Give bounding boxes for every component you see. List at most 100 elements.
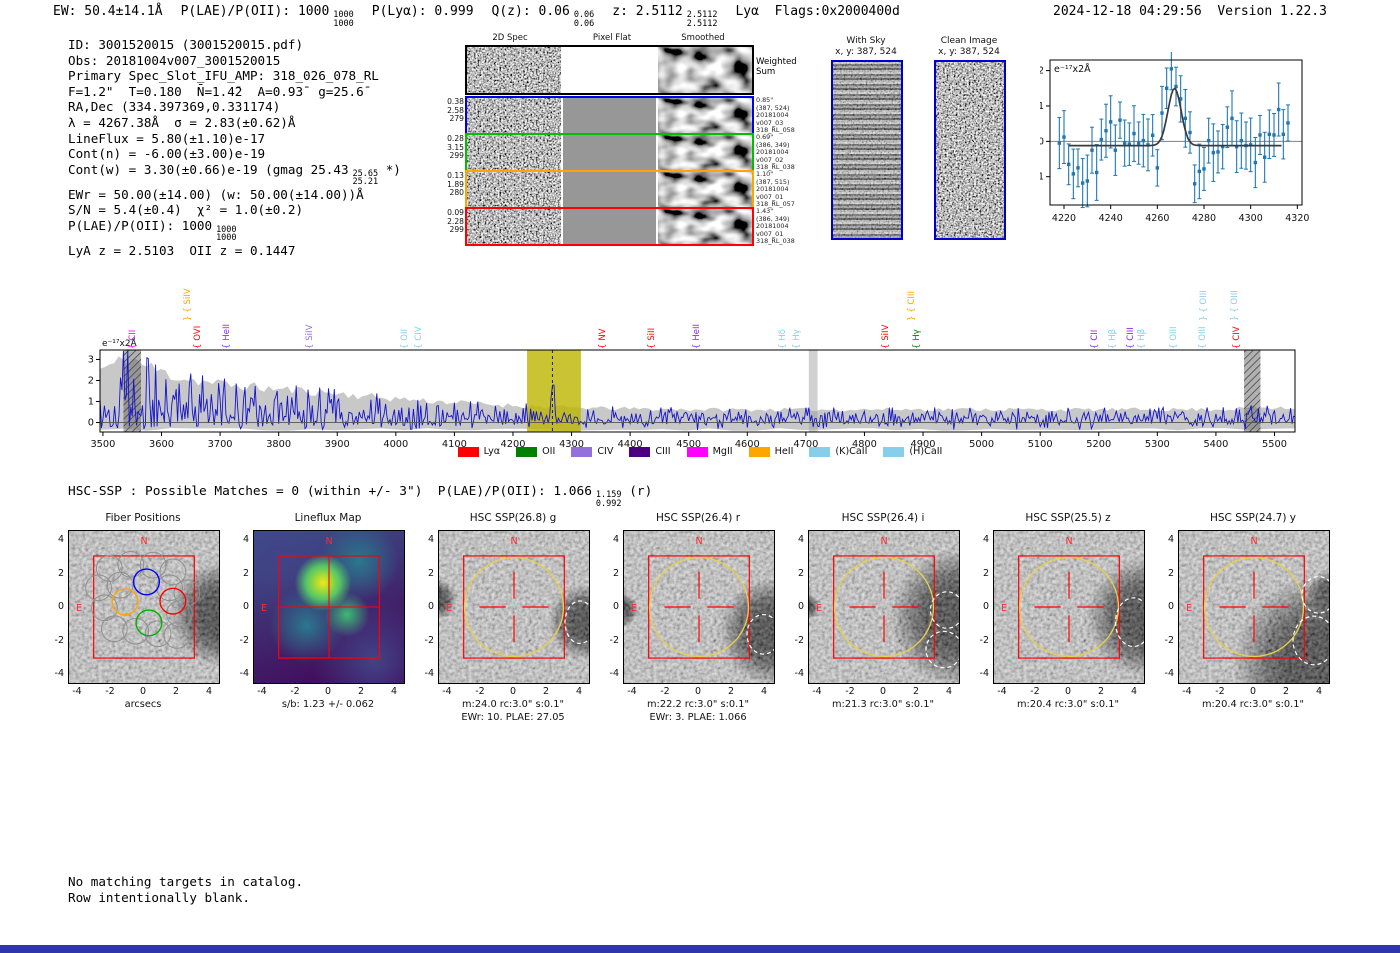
cutout-x-tick-label: 0	[694, 686, 702, 697]
cutout-overlay: NE	[446, 536, 589, 659]
compass-east-label: E	[76, 603, 82, 614]
pixel-flat-image	[562, 98, 657, 133]
stacked-fraction: 25.65 25.21	[353, 170, 379, 187]
cutout-x-tick-label: -4	[257, 686, 267, 697]
compass-east-label: E	[816, 603, 822, 614]
x-tick-label: 5300	[1145, 439, 1170, 450]
masked-band	[808, 350, 818, 432]
pixel-flat-image	[562, 47, 657, 93]
compass-north-label: N	[1250, 536, 1257, 547]
x-tick-label: 3900	[325, 439, 350, 450]
cutout-x-tick-label: -2	[845, 686, 855, 697]
cutout-y-tick-label: -4	[609, 668, 619, 679]
header-segment: Lyα Flags:0x2000400d	[735, 4, 899, 19]
info-line: Primary Spec_Slot_IFU_AMP: 318_026_078_R…	[68, 68, 379, 84]
header-segment-text: P(Lyα): 0.999	[371, 4, 474, 19]
cutout-y-tick-label: -4	[979, 668, 989, 679]
y-tick-label: 0	[88, 418, 94, 429]
fraction-denominator: 2.5112	[686, 18, 718, 29]
extent-square	[1203, 555, 1305, 659]
aperture-circle	[833, 556, 935, 658]
axes-frame	[1049, 59, 1303, 206]
header-segment: P(LAE)/P(OII): 1000 1000 1000	[181, 4, 354, 28]
cutout-title: HSC SSP(26.4) r	[655, 512, 741, 524]
cutout-x-tick-label: 4	[760, 686, 768, 697]
x-tick-label: 4800	[852, 439, 877, 450]
fraction-numerator: 2.5112	[686, 10, 718, 20]
cutout-x-tick-label: 2	[357, 686, 365, 697]
data-point	[1202, 167, 1206, 171]
cutout-y-tick-label: 2	[1167, 567, 1174, 579]
cutout-y-tick-label: -2	[424, 634, 434, 646]
fraction-numerator: 1000	[216, 224, 237, 235]
x-tick-label: 4200	[501, 439, 526, 450]
cutout-y-tick-label: -4	[1164, 668, 1174, 679]
fiber-circle	[85, 574, 112, 602]
fraction-numerator: 1000	[333, 10, 354, 20]
footer-notes: No matching targets in catalog. Row inten…	[68, 874, 303, 906]
x-tick-label: 5400	[1203, 439, 1228, 450]
data-point	[1253, 160, 1258, 165]
info-line: LyA z = 2.5103 OII z = 0.1447	[68, 242, 296, 258]
x-tick-label: 4300	[559, 439, 584, 450]
bottom-bar	[0, 945, 1400, 953]
sky-panel-image	[934, 60, 1006, 240]
pixel-flat-image	[562, 172, 657, 207]
cutout-y-tick-label: 4	[427, 534, 434, 545]
info-line: Obs: 20181004v007_3001520015	[68, 52, 281, 68]
y-tick-label: 3	[88, 354, 94, 365]
legend-label: OII	[542, 446, 556, 457]
legend-swatch	[809, 446, 831, 457]
noise-rect	[833, 62, 901, 238]
fiber-circle	[122, 617, 150, 645]
cutout-y-tick-label: -2	[1164, 634, 1174, 646]
gaussian-fit-curve	[1068, 87, 1282, 147]
cutout-caption: m:22.2 rc:3.0" s:0.1"	[647, 699, 749, 710]
spec2d-row-meta: v007_01	[756, 192, 784, 201]
sky-image-block: With Sky x, y: 387, 524 Clean Image x, y: 3…	[828, 36, 1013, 246]
spec2d-column-header: Smoothed	[681, 33, 725, 43]
cutout-caption: EWr: 10. PLAE: 27.05	[461, 711, 565, 723]
cutout-y-tick-label: 4	[797, 534, 804, 545]
cutout-x-tick-label: 4	[1130, 686, 1138, 697]
noise-texture	[467, 209, 561, 244]
cutout-y-tick-label: -2	[609, 634, 619, 646]
spec2d-row	[465, 207, 754, 246]
cutout-y-tick-label: -2	[239, 634, 249, 646]
extent-square	[1018, 555, 1120, 659]
footer-note-line: Row intentionally blank.	[68, 889, 250, 905]
data-point	[1178, 97, 1183, 101]
info-line: RA,Dec (334.397369,0.331174)	[68, 99, 281, 115]
fraction-denominator: 1000	[333, 18, 354, 29]
cutout-y-tick-label: 4	[1167, 534, 1174, 545]
fiber-circle	[100, 615, 128, 643]
fiber-circle	[106, 571, 134, 599]
x-tick-label: 3500	[90, 439, 115, 450]
info-line: LineFlux = 5.80(±1.10)e-17	[68, 130, 266, 146]
noise-rect	[658, 98, 753, 133]
compass-north-label: N	[695, 536, 702, 547]
cutout-x-tick-label: 4	[390, 686, 398, 697]
emission-line-label: } { CIII	[906, 290, 917, 321]
fiber-circle	[163, 622, 191, 649]
spec2d-row-meta: (387, 524)	[756, 103, 790, 112]
cutout-caption: EWr: 3. PLAE: 1.066	[649, 711, 747, 723]
spec2d-row-meta: 20181004	[756, 222, 789, 231]
fraction-denominator: 1000	[216, 233, 237, 244]
noise-texture	[658, 98, 753, 133]
cutout-x-tick-label: -2	[290, 686, 300, 697]
cutout-x-tick-label: 0	[879, 686, 887, 697]
fraction-numerator: 25.65	[352, 168, 379, 179]
sky-panel-coords: x, y: 387, 524	[835, 47, 897, 57]
spec2d-image	[467, 209, 561, 244]
cutout-x-tick-label: -2	[1215, 686, 1225, 697]
x-tick-label: 5100	[1028, 439, 1053, 450]
x-tick-label: 4320	[1285, 213, 1309, 224]
spec2d-row	[465, 133, 754, 172]
hsc-match-line: HSC-SSP : Possible Matches = 0 (within +…	[68, 484, 652, 508]
